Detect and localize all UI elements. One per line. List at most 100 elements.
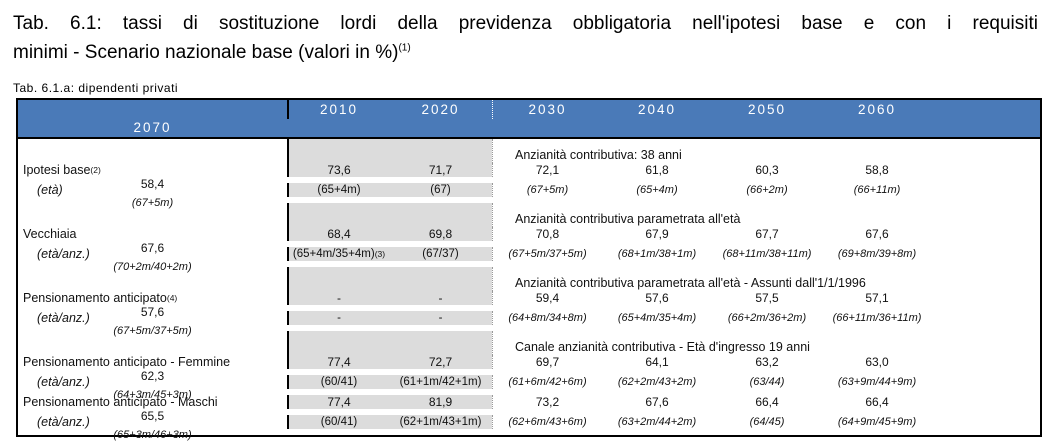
column-header-2060: 2060	[857, 101, 897, 117]
table-row: Pensionamento anticipato (4) - -59,4 57,6 57,…	[18, 291, 1040, 319]
table-body: Anzianità contributiva: 38 anni Ipotesi b…	[16, 139, 1042, 441]
cell: 67,9	[645, 227, 669, 241]
section-title: Anzianità contributiva: 38 anni	[492, 139, 932, 163]
title-line2: minimi - Scenario nazionale base (valori…	[13, 42, 411, 63]
cell	[287, 203, 389, 227]
cell: 72,7	[389, 355, 492, 369]
cell: (66+2m/36+2m)	[727, 312, 807, 324]
cell: 57,5	[755, 291, 779, 305]
cell: (65+4m/35+4m) (3)	[287, 247, 389, 261]
cell: (65+4m)	[287, 183, 389, 197]
row-label: (età/anz.)	[37, 375, 90, 389]
row-label: (età/anz.)	[37, 311, 90, 325]
cell: 63,2	[755, 355, 779, 369]
cell: (65+4m)	[636, 184, 678, 196]
cell: 59,4	[492, 291, 602, 305]
cell: -	[389, 291, 492, 305]
row-label: Pensionamento anticipato - Femmine	[23, 355, 231, 369]
cell: 73,2	[492, 395, 602, 409]
cell: 57,6	[645, 291, 669, 305]
table-row: Pensionamento anticipato - Maschi 77,4 81,…	[18, 395, 1040, 423]
table-title: Tab. 6.1: tassi di sostituzione lordi de…	[13, 9, 1038, 67]
cell: (63+9m/44+9m)	[837, 376, 917, 388]
cell: (67/37)	[389, 247, 492, 261]
row-label	[18, 139, 287, 163]
cell: (66+11m)	[853, 184, 901, 196]
cell: (63+2m/44+2m)	[617, 416, 697, 428]
table-row: (età/anz.) - - (64+8m/34+8m) (65+4m/35+4m) (6…	[18, 311, 1040, 337]
column-header-2020: 2020	[421, 101, 460, 117]
cell: (66+2m)	[746, 184, 788, 196]
section-title: Anzianità contributiva parametrata all'e…	[492, 203, 932, 227]
cell	[287, 267, 389, 291]
table-row: (età/anz.) (65+4m/35+4m) (3) (67/37) (67+5m/…	[18, 247, 1040, 273]
cell: 69,7	[492, 355, 602, 369]
table-row: Pensionamento anticipato - Femmine 77,4 72…	[18, 355, 1040, 383]
row-label	[18, 331, 287, 355]
column-header-2040: 2040	[637, 101, 677, 117]
section-header-row: Canale anzianità contributiva - Età d'in…	[18, 331, 1040, 355]
cell: 58,8	[865, 163, 889, 177]
title-line1: Tab. 6.1: tassi di sostituzione lordi de…	[13, 13, 1038, 34]
column-header-2030: 2030	[492, 100, 602, 119]
cell: (64+3m/45+3m)	[113, 389, 192, 401]
cell: (68+11m/38+11m)	[722, 248, 812, 260]
cell: -	[287, 291, 389, 305]
cell: 62,3	[140, 369, 165, 383]
column-header-2010: 2010	[287, 100, 389, 119]
pension-table: 2010 2020 2030 2040 2050 2060 2070 Anzianità c…	[16, 98, 1042, 441]
section-header-row: Anzianità contributiva: 38 anni	[18, 139, 1040, 163]
cell: (61+1m/42+1m)	[389, 375, 492, 389]
cell: (63/44)	[749, 376, 785, 388]
row-label: Pensionamento anticipato (4)	[23, 291, 178, 305]
row-label: Ipotesi base (2)	[23, 163, 101, 177]
cell: -	[287, 311, 389, 325]
cell: (62+1m/43+1m)	[389, 415, 492, 429]
cell: (69+8m/39+8m)	[837, 248, 917, 260]
cell	[389, 139, 492, 163]
section-title: Canale anzianità contributiva - Età d'in…	[492, 331, 932, 355]
row-label: (età/anz.)	[37, 415, 90, 429]
section-header-row: Anzianità contributiva parametrata all'e…	[18, 267, 1040, 291]
section-header-row: Anzianità contributiva parametrata all'e…	[18, 203, 1040, 227]
table-subtitle: Tab. 6.1.a: dipendenti privati	[13, 81, 179, 95]
cell: (65+3m/46+3m)	[113, 429, 192, 441]
cell	[287, 331, 389, 355]
section-title: Anzianità contributiva parametrata all'e…	[492, 267, 932, 291]
row-label: Pensionamento anticipato - Maschi	[23, 395, 218, 409]
cell: 57,6	[140, 305, 165, 319]
cell: (68+1m/38+1m)	[617, 248, 697, 260]
table-row: (età) (65+4m) (67) (67+5m) (65+4m) (66+2m) (66…	[18, 183, 1040, 209]
cell	[287, 139, 389, 163]
cell: (65+4m/35+4m)	[617, 312, 697, 324]
cell: 69,8	[389, 227, 492, 241]
cell: 65,5	[140, 409, 165, 423]
cell: 72,1	[492, 163, 602, 177]
row-label: Vecchiaia	[23, 227, 77, 241]
cell: 60,3	[755, 163, 779, 177]
cell: 70,8	[492, 227, 602, 241]
cell: 68,4	[287, 227, 389, 241]
title-footnote-marker: (1)	[398, 42, 411, 54]
empty-header-cell	[18, 100, 287, 119]
cell: -	[389, 311, 492, 325]
cell: (70+2m/40+2m)	[113, 261, 192, 273]
cell: (64+8m/34+8m)	[492, 311, 602, 325]
cell: 57,1	[865, 291, 889, 305]
cell	[389, 331, 492, 355]
cell: (67+5m/37+5m)	[113, 325, 192, 337]
cell: 63,0	[865, 355, 889, 369]
cell: (67+5m)	[492, 183, 602, 197]
cell: (67+5m)	[131, 197, 174, 209]
cell: 77,4	[287, 395, 389, 409]
cell: 67,6	[865, 227, 889, 241]
cell: 64,1	[645, 355, 669, 369]
table-row: Vecchiaia 68,4 69,8 70,8 67,9 67,7 67,6 67,6	[18, 227, 1040, 255]
cell: (64+9m/45+9m)	[837, 416, 917, 428]
row-label	[18, 267, 287, 291]
row-label: (età)	[37, 183, 63, 197]
table-row: (età/anz.) (60/41) (62+1m/43+1m) (62+6m/43+…	[18, 415, 1040, 441]
cell: 67,6	[645, 395, 669, 409]
cell: 58,4	[140, 177, 165, 191]
